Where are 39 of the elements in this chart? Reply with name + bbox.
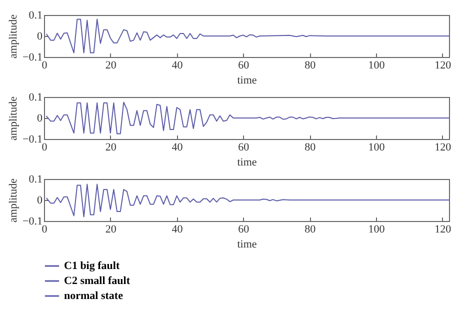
x-tick-label: 120 [434,60,452,72]
y-tick-label: −0.1 [22,52,42,64]
x-tick-label: 60 [238,224,250,236]
x-tick-label: 120 [434,224,452,236]
y-tick-label: 0 [37,112,43,124]
y-tick-label: −0.1 [22,216,42,228]
x-axis-title: time [237,156,257,168]
x-tick-label: 100 [368,142,386,154]
x-tick-label: 80 [304,142,316,154]
line-series [46,102,450,134]
line-series [46,18,450,54]
x-tick-label: 60 [238,60,250,72]
y-tick-label: 0.1 [28,10,42,22]
x-tick-label: 20 [105,142,117,154]
line-series [46,184,450,218]
x-tick-label: 120 [434,142,452,154]
x-axis-title: time [237,238,257,250]
x-tick-label: 40 [172,60,184,72]
x-axis-title: time [237,74,257,86]
x-tick-label: 80 [304,60,316,72]
x-tick-label: 20 [105,224,117,236]
x-tick-label: 20 [105,60,117,72]
y-tick-label: 0.1 [28,174,42,186]
x-tick-label: 100 [368,60,386,72]
y-axis-title: amplitude [8,96,20,140]
text: normal state [64,290,124,302]
x-tick-label: 80 [304,224,316,236]
y-tick-label: 0 [37,194,43,206]
x-tick-label: 100 [368,224,386,236]
x-tick-label: 40 [172,224,184,236]
y-tick-label: 0.1 [28,92,42,104]
legend-label: C1 big fault [64,260,120,272]
y-axis-title: amplitude [8,178,20,222]
y-tick-label: 0 [37,30,43,42]
x-tick-label: 40 [172,142,184,154]
y-axis-title: amplitude [8,14,20,58]
x-tick-label: 60 [238,142,250,154]
text: C2 small fault [64,275,130,287]
y-tick-label: −0.1 [22,134,42,146]
